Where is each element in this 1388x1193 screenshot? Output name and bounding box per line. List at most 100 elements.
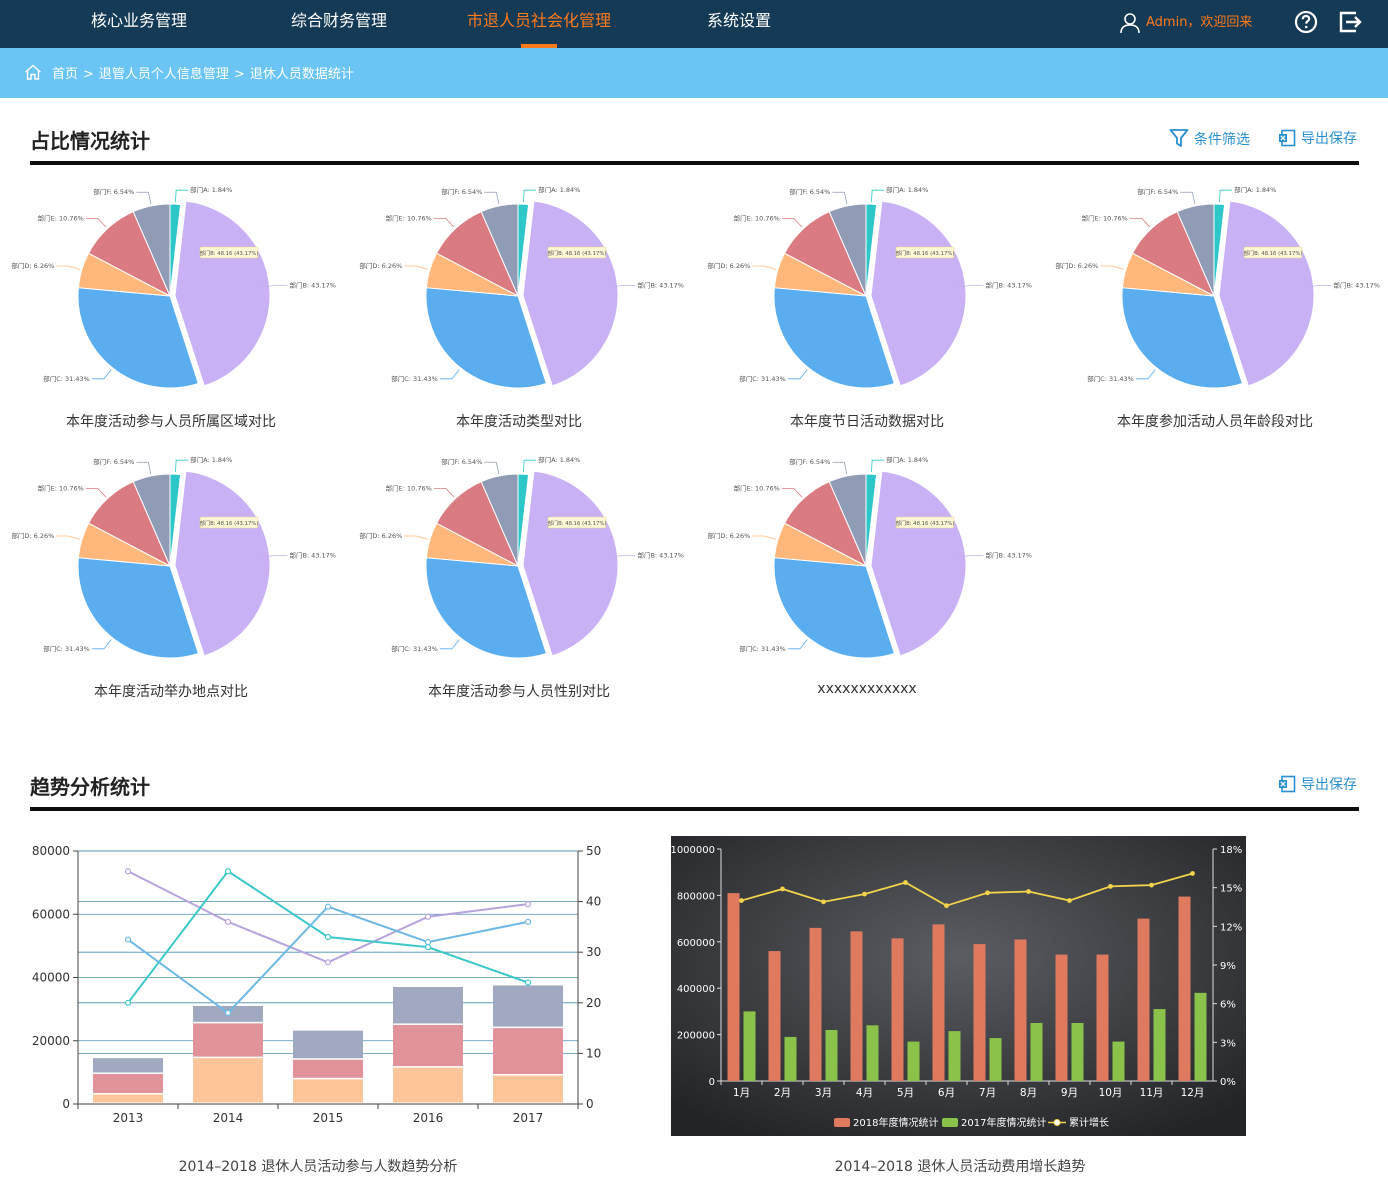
pie-label-line — [781, 217, 803, 228]
user-menu[interactable]: Admin，欢迎回来 — [1120, 10, 1252, 36]
pie-label-line — [85, 487, 107, 498]
nav-item-retiree-management[interactable]: 市退人员社会化管理 — [467, 0, 611, 48]
growth-point — [1190, 871, 1195, 876]
pie-slice-label: 部门E: 10.76% — [734, 213, 780, 222]
x-tick-label: 2月 — [774, 1087, 791, 1099]
pie-label-line — [433, 487, 455, 498]
nav-item-finance[interactable]: 综合财务管理 — [291, 11, 388, 30]
pie-slice-label: 部门A: 1.84% — [886, 455, 928, 464]
nav-item-system-settings[interactable]: 系统设置 — [707, 11, 772, 30]
home-icon[interactable] — [24, 64, 42, 80]
bar-2017 — [743, 1011, 756, 1081]
x-tick-label: 7月 — [979, 1087, 996, 1099]
export-icon — [1279, 775, 1296, 793]
pie-chart-age-group: 部门A: 1.84% 部门B: 43.17% 部门C: 31.43% 部门D: 6.2… — [1055, 185, 1380, 389]
pie-chart-region: 部门A: 1.84% 部门B: 43.17% 部门C: 31.43% 部门D: 6.2… — [11, 185, 336, 389]
logout-icon[interactable] — [1338, 10, 1362, 34]
breadcrumb-personal-info[interactable]: 退管人员个人信息管理 — [98, 67, 229, 82]
y-tick-label-right: 12% — [1220, 922, 1242, 933]
growth-point — [1067, 898, 1072, 903]
pie-slice-label: 部门F: 6.54% — [441, 187, 482, 196]
legend-label-2018: 2018年度情况统计 — [853, 1116, 938, 1129]
stacked-bar — [493, 985, 563, 1027]
filter-button[interactable]: 条件筛选 — [1169, 128, 1250, 149]
pie-caption-placeholder: xxxxxxxxxxxx — [817, 681, 917, 697]
pie-label-line — [56, 265, 80, 270]
pie-slice — [1176, 203, 1215, 297]
pie-slice-label: 部门B: 43.17% — [289, 281, 336, 290]
pie-label-line — [787, 639, 808, 650]
y-tick-label-left: 0 — [62, 1097, 70, 1111]
pie-tooltip-box — [199, 246, 259, 259]
pie-tooltip: 部门B: 48.16 (43.17%) — [548, 246, 606, 259]
pie-slice-label: 部门B: 43.17% — [985, 281, 1032, 290]
x-tick-label: 2017 — [513, 1111, 544, 1125]
export-button-trend[interactable]: 导出保存 — [1278, 774, 1357, 794]
top-nav-bar: 核心业务管理 综合财务管理 市退人员社会化管理 系统设置 Admin，欢迎回来 — [0, 0, 1388, 48]
pie-label-line — [787, 369, 808, 380]
pie-label-line — [1129, 217, 1151, 228]
pie-chart-venue: 部门A: 1.84% 部门B: 43.17% 部门C: 31.43% 部门D: 6.2… — [11, 455, 336, 659]
section-divider — [30, 807, 1359, 811]
pie-label-line — [611, 285, 636, 288]
y-tick-label-right: 15% — [1220, 884, 1242, 895]
pie-slice-label: 部门B: 43.17% — [289, 551, 336, 560]
breadcrumb-home[interactable]: 首页 — [52, 67, 79, 82]
trend-point — [424, 944, 432, 951]
nav-item-core-business[interactable]: 核心业务管理 — [91, 11, 188, 30]
trend-point — [524, 979, 532, 986]
bar-2018 — [809, 927, 822, 1081]
stacked-bar — [293, 1079, 363, 1103]
stacked-bar — [293, 1059, 363, 1078]
nav-active-indicator — [521, 44, 557, 48]
stacked-bar — [393, 1067, 463, 1103]
help-icon[interactable] — [1294, 10, 1318, 34]
bar-2018 — [891, 938, 904, 1081]
pie-tooltip-text: 部门B: 48.16 (43.17%) — [548, 519, 607, 527]
stacked-bar — [393, 986, 463, 1024]
y-tick-label-left: 80000 — [32, 844, 70, 858]
y-tick-label-left: 200000 — [677, 1031, 715, 1042]
stacked-bar — [493, 1028, 563, 1075]
pie-caption-activity-type: 本年度活动类型对比 — [456, 414, 582, 430]
pie-slice — [77, 557, 200, 659]
pie-slice — [425, 287, 548, 389]
x-tick-label: 9月 — [1061, 1087, 1078, 1099]
pie-label-line — [91, 639, 112, 650]
trend-point — [124, 868, 132, 875]
pie-label-line — [1180, 191, 1196, 205]
pie-label-line — [752, 265, 776, 270]
pie-tooltip: 部门B: 48.16 (43.17%) — [548, 516, 607, 529]
x-tick-label: 8月 — [1020, 1087, 1037, 1099]
y-tick-label-right: 6% — [1220, 1000, 1236, 1011]
user-greeting: Admin，欢迎回来 — [1146, 15, 1253, 30]
pie-slice-label: 部门E: 10.76% — [386, 483, 432, 492]
y-tick-label-right: 30 — [586, 945, 601, 959]
bar-2018 — [1014, 939, 1027, 1081]
pie-tooltip-text: 部门B: 48.16 (43.17%) — [896, 249, 955, 257]
pie-label-line — [959, 555, 984, 558]
legend-swatch-2017 — [942, 1118, 958, 1127]
pie-slice-label: 部门F: 6.54% — [93, 457, 134, 466]
pie-slice — [425, 557, 548, 659]
pie-slice-label: 部门E: 10.76% — [1082, 213, 1128, 222]
growth-point — [903, 880, 908, 885]
stacked-bar — [193, 1058, 263, 1103]
pie-label-line — [959, 285, 984, 288]
pie-label-line — [439, 639, 460, 650]
pie-slice-label: 部门F: 6.54% — [441, 457, 482, 466]
pie-tooltip: 部门B: 48.16 (43.17%) — [199, 246, 259, 259]
pie-tooltip: 部门B: 48.16 (43.17%) — [1244, 246, 1303, 259]
pie-label-line — [1135, 369, 1156, 380]
pie-tooltip-text: 部门B: 48.16 (43.17%) — [1244, 249, 1303, 257]
y-tick-label-left: 0 — [709, 1077, 715, 1088]
breadcrumb-separator: > — [83, 67, 94, 82]
pie-slice-label: 部门D: 6.26% — [359, 261, 402, 270]
pie-label-line — [85, 217, 107, 228]
pie-slice-label: 部门E: 10.76% — [734, 483, 780, 492]
export-button[interactable]: 导出保存 — [1278, 128, 1357, 148]
trend-point — [324, 933, 332, 941]
pie-slice-label: 部门B: 43.17% — [985, 551, 1032, 560]
pie-label-line — [611, 555, 636, 558]
nav-item-retiree-label: 市退人员社会化管理 — [467, 11, 612, 30]
